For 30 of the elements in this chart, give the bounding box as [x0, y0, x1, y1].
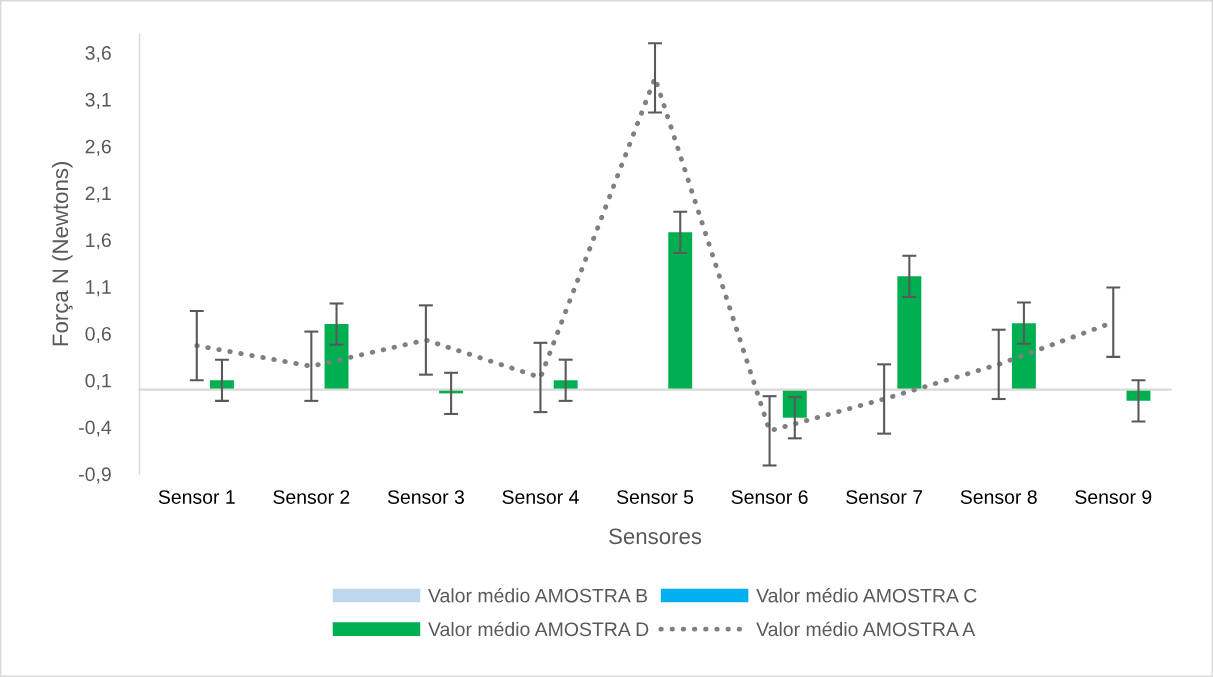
y-tick-label: 0,1: [85, 373, 111, 390]
legend-label: Valor médio AMOSTRA B: [428, 587, 648, 603]
y-tick-label: -0,4: [79, 420, 112, 437]
y-tick-label: 1,6: [86, 233, 111, 250]
x-tick-label: Sensor 8: [960, 490, 1037, 504]
bar: [1011, 323, 1036, 390]
x-axis-title: Sensores: [609, 528, 702, 545]
x-tick-label: Sensor 2: [273, 490, 350, 504]
bar: [668, 232, 693, 390]
bar: [897, 276, 922, 390]
legend-label: Valor médio AMOSTRA D: [428, 621, 649, 637]
y-tick-label: 1,1: [86, 280, 111, 297]
y-tick-label: 2,1: [85, 186, 111, 203]
y-tick-label: 3,6: [85, 46, 111, 63]
legend-label: Valor médio AMOSTRA A: [756, 621, 976, 637]
y-axis-title: Força N (Newtons): [51, 162, 73, 346]
x-tick-label: Sensor 1: [158, 490, 235, 504]
y-tick-label: 2,6: [85, 139, 111, 156]
x-tick-label: Sensor 3: [387, 490, 464, 504]
y-tick-label: 3,1: [85, 92, 111, 109]
x-tick-label: Sensor 4: [502, 490, 579, 504]
bar: [782, 389, 807, 418]
y-tick-label: -0,9: [79, 467, 111, 484]
bar: [324, 324, 349, 390]
x-tick-label: Sensor 6: [731, 490, 808, 504]
y-tick-label: 0,6: [85, 326, 111, 343]
x-tick-label: Sensor 7: [846, 490, 923, 504]
legend-label: Valor médio AMOSTRA C: [756, 587, 977, 603]
x-tick-label: Sensor 5: [616, 490, 694, 504]
x-tick-label: Sensor 9: [1075, 490, 1152, 504]
